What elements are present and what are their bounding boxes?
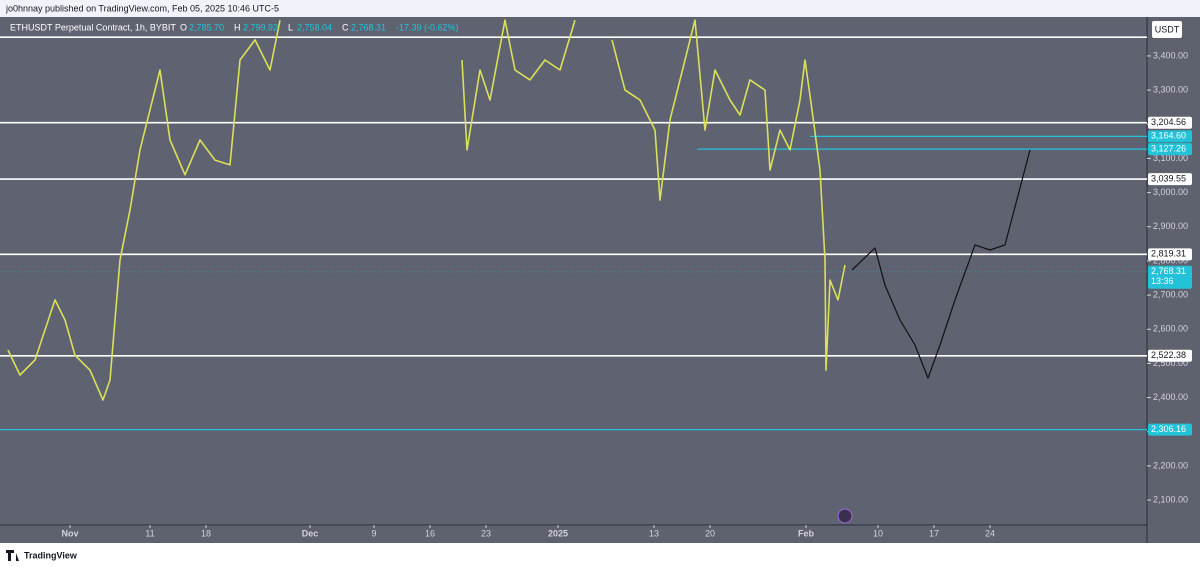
- series-line: [7, 19, 281, 401]
- y-tick-label: 2,600.00: [1153, 324, 1188, 334]
- x-tick-label: 16: [425, 528, 435, 538]
- x-tick-label: 13: [649, 528, 659, 538]
- level-label: 2,306.16: [1151, 424, 1186, 434]
- x-tick-label: Feb: [798, 528, 815, 538]
- x-tick-label: Dec: [302, 528, 319, 538]
- level-label-box: [1148, 143, 1192, 156]
- level-label: 3,204.56: [1151, 117, 1186, 127]
- symbol: ETHUSDT Perpetual Contract, 1h, BYBIT: [10, 22, 176, 32]
- level-label: 3,164.60: [1151, 131, 1186, 141]
- brand-logo: [6, 550, 19, 561]
- c-key: C: [342, 22, 349, 32]
- y-tick-label: 2,100.00: [1153, 494, 1188, 504]
- level-label: 2,522.38: [1151, 350, 1186, 360]
- h-key: H: [234, 22, 241, 32]
- footer: [0, 543, 1200, 567]
- o-value: 2,785.70: [189, 22, 224, 32]
- x-tick-label: 18: [201, 528, 211, 538]
- y-tick-label: 2,500.00: [1153, 358, 1188, 368]
- y-tick-label: 2,400.00: [1153, 392, 1188, 402]
- level-label-box: [1148, 173, 1192, 186]
- level-label-box: [1148, 423, 1192, 436]
- level-label-box: [1148, 349, 1192, 362]
- level-label-box: [1148, 248, 1192, 261]
- x-tick-label: 11: [145, 528, 154, 538]
- event-icon: [837, 508, 853, 524]
- brand: TradingView: [24, 550, 78, 560]
- x-tick-label: 10: [873, 528, 883, 538]
- level-label: 3,127.26: [1151, 143, 1186, 153]
- y-tick-label: 3,000.00: [1153, 187, 1188, 197]
- y-tick-label: 3,100.00: [1153, 153, 1188, 163]
- o-key: O: [180, 22, 187, 32]
- series-line: [461, 19, 576, 151]
- y-tick-label: 2,900.00: [1153, 221, 1188, 231]
- series-line: [611, 19, 846, 371]
- last-price-label: 2,768.31: [1151, 266, 1186, 276]
- plot: [0, 19, 1147, 431]
- level-label-box: [1148, 130, 1192, 143]
- currency-box: [1152, 21, 1182, 38]
- l-key: L: [288, 22, 293, 32]
- legend: ETHUSDT Perpetual Contract, 1h, BYBIT O …: [10, 22, 459, 32]
- x-tick-label: 24: [985, 528, 995, 538]
- series-line: [851, 149, 1031, 379]
- c-value: 2,768.31: [351, 22, 386, 32]
- level-label: 2,819.31: [1151, 249, 1186, 259]
- x-tick-label: Nov: [61, 528, 78, 538]
- level-label-box: [1148, 116, 1192, 129]
- l-value: 2,758.04: [297, 22, 332, 32]
- countdown: 13:36: [1151, 276, 1174, 286]
- h-value: 2,799.92: [243, 22, 278, 32]
- top-banner: [0, 0, 1200, 17]
- plot-area: [0, 17, 1147, 525]
- change: -17.39 (-0.62%): [396, 22, 459, 32]
- x-tick-label: 20: [705, 528, 715, 538]
- y-tick-label: 2,700.00: [1153, 289, 1188, 299]
- last-price-box: [1148, 265, 1192, 289]
- y-tick-label: 3,300.00: [1153, 84, 1188, 94]
- x-tick-label: 9: [371, 528, 376, 538]
- level-label: 3,039.55: [1151, 173, 1186, 183]
- x-tick-label: 23: [481, 528, 491, 538]
- published-note: jo0hnnay published on TradingView.com, F…: [5, 3, 279, 13]
- y-tick-label: 2,200.00: [1153, 460, 1188, 470]
- y-tick-label: 3,400.00: [1153, 50, 1188, 60]
- x-tick-label: 2025: [548, 528, 568, 538]
- currency: USDT: [1155, 24, 1180, 34]
- x-tick-label: 17: [929, 528, 939, 538]
